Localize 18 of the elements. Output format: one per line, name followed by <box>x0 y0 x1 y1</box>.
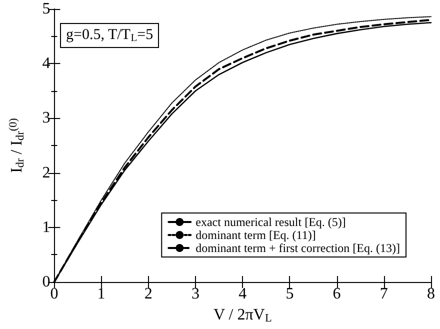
x-tick-label: 8 <box>427 286 435 302</box>
x-tick-label: 5 <box>286 286 294 302</box>
x-tick-label: 3 <box>192 286 200 302</box>
x-tick-label: 7 <box>380 286 388 302</box>
legend-label: dominant term + first correction [Eq. (13)] <box>196 241 400 255</box>
x-tick-label: 4 <box>238 286 247 302</box>
x-tick-label: 2 <box>144 286 152 302</box>
y-tick-label: 2 <box>42 164 50 182</box>
y-tick-label: 1 <box>42 218 50 236</box>
y-tick-label: 4 <box>42 55 50 72</box>
x-tick-label: 6 <box>332 286 341 302</box>
x-tick-label: 1 <box>97 286 106 302</box>
y-tick-label: 0 <box>42 274 50 290</box>
y-tick-label: 3 <box>42 110 50 127</box>
y-axis-title: Idr / Idr(0) <box>8 118 27 173</box>
legend-label: exact numerical result [Eq. (5)] <box>196 215 346 229</box>
y-tick-label: 5 <box>42 0 50 18</box>
legend-label: dominant term [Eq. (11)] <box>196 228 316 242</box>
